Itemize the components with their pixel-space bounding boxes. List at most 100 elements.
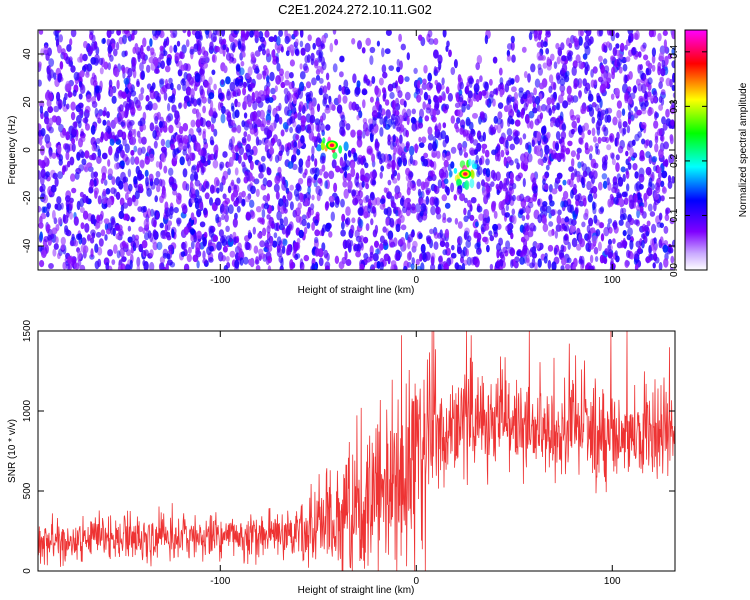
- heatmap-cell: [370, 191, 375, 199]
- heatmap-cell: [556, 56, 561, 65]
- heatmap-cell: [139, 62, 144, 72]
- heatmap-cell: [658, 55, 664, 62]
- heatmap-cell: [600, 233, 605, 242]
- heatmap-cell: [478, 157, 483, 166]
- heatmap-cell: [190, 88, 195, 99]
- heatmap-cell: [598, 181, 603, 191]
- heatmap-cell: [140, 159, 145, 169]
- heatmap-cell: [470, 170, 475, 179]
- heatmap-cell: [664, 214, 670, 222]
- heatmap-cell: [394, 117, 399, 125]
- heatmap-cell: [667, 53, 673, 60]
- heatmap-cell: [160, 146, 167, 153]
- heatmap-cell: [232, 218, 238, 228]
- heatmap-cell: [612, 220, 618, 230]
- heatmap-cell: [85, 71, 90, 78]
- heatmap-cell: [216, 241, 222, 251]
- heatmap-cell: [64, 164, 68, 172]
- heatmap-cell: [197, 46, 202, 56]
- heatmap-cell: [212, 159, 219, 169]
- heatmap-cell: [369, 55, 374, 66]
- heatmap-cell: [589, 153, 593, 161]
- heatmap-cell: [633, 251, 639, 260]
- snr-x-ticks: -100 0 100: [210, 331, 621, 587]
- heatmap-cell: [275, 56, 280, 64]
- heatmap-cell: [199, 55, 206, 64]
- heatmap-cell: [661, 170, 668, 179]
- heatmap-cell: [79, 191, 84, 198]
- heatmap-cell: [584, 208, 589, 217]
- heatmap-cell: [325, 72, 330, 81]
- heatmap-cell: [295, 38, 299, 46]
- heatmap-cell: [125, 264, 131, 270]
- heatmap-cell: [571, 237, 578, 248]
- heatmap-cell: [653, 246, 657, 254]
- heatmap-cell: [214, 149, 218, 159]
- heatmap-cell: [94, 190, 98, 199]
- heatmap-cell: [65, 80, 71, 89]
- heatmap-cell: [555, 117, 561, 128]
- heatmap-cell: [162, 191, 167, 200]
- heatmap-cell: [224, 197, 230, 205]
- heatmap-cell: [302, 63, 308, 71]
- heatmap-cell: [238, 192, 244, 198]
- heatmap-y-label: Frequency (Hz): [7, 116, 18, 185]
- heatmap-cell: [496, 189, 500, 196]
- heatmap-cell: [55, 236, 59, 244]
- heatmap-cell: [127, 236, 133, 243]
- heatmap-cell: [450, 67, 456, 75]
- heatmap-cell: [554, 247, 558, 255]
- heatmap-cell: [498, 137, 505, 144]
- heatmap-cell: [223, 265, 228, 270]
- heatmap-cell: [143, 249, 149, 257]
- heatmap-cell: [249, 160, 254, 171]
- heatmap-cell: [485, 168, 491, 178]
- heatmap-cells: [38, 30, 675, 270]
- heatmap-cell: [627, 156, 632, 162]
- heatmap-cell: [180, 78, 186, 86]
- heatmap-cell: [547, 230, 554, 237]
- heatmap-cell: [106, 30, 112, 39]
- heatmap-cell: [635, 219, 640, 227]
- heatmap-cell: [160, 87, 166, 95]
- heatmap-cell: [436, 213, 442, 220]
- heatmap-cell: [475, 221, 479, 228]
- heatmap-cell: [648, 177, 653, 188]
- heatmap-cell: [283, 216, 289, 227]
- heatmap-cell: [325, 124, 331, 131]
- heatmap-cell: [160, 60, 166, 70]
- heatmap-cell: [498, 201, 504, 211]
- heatmap-cell: [384, 48, 391, 55]
- heatmap-cell: [359, 174, 365, 181]
- heatmap-cell: [199, 221, 206, 228]
- heatmap-cell: [286, 244, 292, 252]
- heatmap-cell: [576, 174, 581, 183]
- heatmap-cell: [338, 84, 342, 92]
- heatmap-cell: [118, 210, 125, 220]
- heatmap-cell: [236, 124, 242, 134]
- heatmap-cell: [502, 182, 507, 190]
- heatmap-cell: [627, 227, 633, 237]
- heatmap-cell: [454, 217, 459, 225]
- heatmap-cell: [442, 249, 448, 256]
- heatmap-cell: [522, 177, 526, 188]
- heatmap-cell: [525, 213, 530, 220]
- heatmap-cell: [597, 136, 602, 144]
- heatmap-cell: [71, 127, 77, 137]
- heatmap-cell: [138, 173, 145, 180]
- heatmap-cell: [282, 238, 288, 246]
- heatmap-cell: [569, 109, 575, 119]
- heatmap-cell: [593, 79, 598, 86]
- heatmap-cell: [138, 136, 143, 144]
- heatmap-cell: [581, 177, 585, 186]
- heatmap-cell: [489, 263, 494, 270]
- heatmap-cell: [616, 109, 622, 119]
- heatmap-cell: [521, 215, 526, 222]
- heatmap-cell: [154, 195, 158, 203]
- heatmap-cell: [62, 261, 67, 270]
- heatmap-cell: [546, 56, 551, 65]
- heatmap-cell: [286, 146, 290, 157]
- heatmap-cell: [344, 250, 348, 261]
- heatmap-cell: [267, 265, 272, 270]
- heatmap-cell: [316, 103, 321, 112]
